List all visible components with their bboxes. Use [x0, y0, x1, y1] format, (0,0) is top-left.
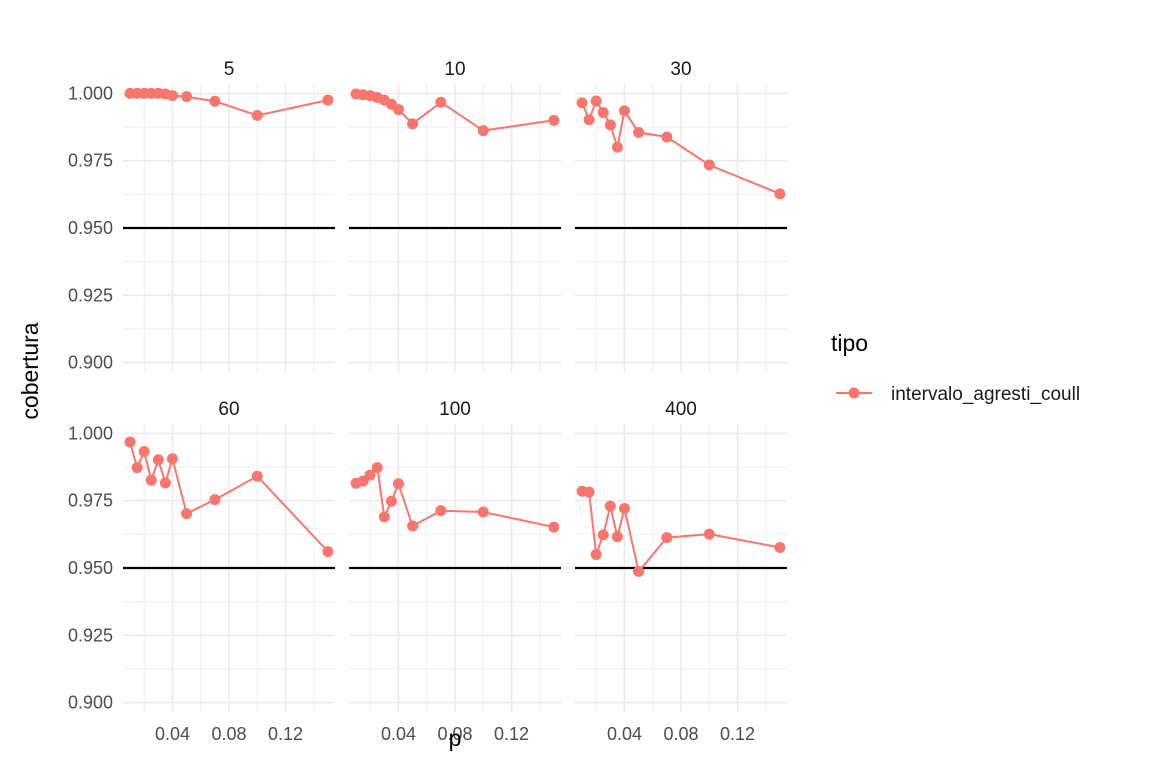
data-point: [166, 90, 178, 102]
panel-10: 10: [349, 59, 561, 372]
data-point: [590, 549, 602, 561]
y-tick-label: 0.925: [68, 285, 113, 305]
data-point: [181, 508, 193, 520]
data-point: [371, 462, 383, 474]
data-point: [181, 91, 193, 103]
x-tick-label: 0.12: [268, 724, 303, 744]
legend-label: intervalo_agresti_coull: [891, 384, 1080, 405]
data-point: [576, 97, 588, 109]
panel-strip-label: 100: [439, 399, 471, 420]
data-point: [548, 521, 560, 533]
data-point: [378, 511, 390, 523]
y-axis-title: cobertura: [17, 322, 43, 419]
data-point: [604, 119, 616, 131]
data-point: [251, 109, 263, 121]
data-point: [152, 454, 164, 466]
data-point: [385, 495, 397, 507]
panel-30: 30: [575, 59, 787, 372]
panel-5: 5: [123, 59, 335, 372]
x-tick-label: 0.04: [155, 724, 190, 744]
axes-layer: 0.900 0.925 0.950 0.975 1.000 0.900 0.925 0.950…: [68, 83, 755, 744]
data-point: [583, 486, 595, 498]
data-point: [618, 105, 630, 117]
panel-strip-label: 30: [670, 59, 691, 80]
panels-layer: 5 10 30 60 100 400: [123, 59, 787, 712]
data-point: [251, 470, 263, 482]
data-point: [597, 529, 609, 541]
data-point: [124, 436, 136, 448]
y-tick-label: 1.000: [68, 423, 113, 443]
y-tick-label: 0.900: [68, 353, 113, 373]
data-point: [407, 520, 419, 532]
data-point: [661, 532, 673, 544]
x-tick-label: 0.08: [437, 724, 472, 744]
data-point: [435, 505, 447, 517]
data-point: [322, 546, 334, 558]
x-tick-label: 0.04: [607, 724, 642, 744]
y-tick-label: 1.000: [68, 83, 113, 103]
data-point: [583, 114, 595, 126]
data-point: [209, 494, 221, 506]
y-tick-label: 0.975: [68, 491, 113, 511]
data-point: [209, 95, 221, 107]
data-point: [435, 96, 447, 108]
data-point: [364, 469, 376, 481]
data-point: [131, 462, 143, 474]
data-point: [611, 141, 623, 153]
x-tick-label: 0.08: [211, 724, 246, 744]
legend: tipo intervalo_agresti_coull: [831, 330, 1080, 405]
data-point: [548, 114, 560, 126]
data-point: [138, 445, 150, 457]
data-point: [597, 107, 609, 119]
panel-400: 400: [575, 399, 787, 712]
legend-title: tipo: [831, 330, 868, 356]
data-point: [590, 95, 602, 107]
x-tick-label: 0.12: [720, 724, 755, 744]
data-point: [618, 503, 630, 515]
y-tick-label: 0.900: [68, 693, 113, 713]
x-tick-label: 0.08: [663, 724, 698, 744]
y-tick-label: 0.950: [68, 218, 113, 238]
data-point: [166, 453, 178, 465]
y-tick-label: 0.925: [68, 625, 113, 645]
legend-key-point: [848, 387, 860, 399]
panel-strip-label: 60: [218, 399, 239, 420]
y-tick-label: 0.950: [68, 558, 113, 578]
data-point: [407, 118, 419, 130]
x-tick-label: 0.04: [381, 724, 416, 744]
data-point: [633, 565, 645, 577]
data-point: [159, 477, 171, 489]
data-point: [661, 131, 673, 143]
x-axis-title: p: [449, 725, 462, 751]
data-point: [477, 506, 489, 518]
panel-100: 100: [349, 399, 561, 712]
panel-strip-label: 10: [444, 59, 465, 80]
panel-60: 60: [123, 399, 335, 712]
data-point: [477, 125, 489, 137]
data-point: [774, 542, 786, 554]
data-point: [322, 94, 334, 106]
data-point: [703, 159, 715, 171]
data-point: [633, 126, 645, 138]
data-point: [611, 531, 623, 543]
data-point: [703, 528, 715, 540]
y-tick-label: 0.975: [68, 151, 113, 171]
data-point: [604, 500, 616, 512]
data-point: [145, 474, 157, 486]
x-tick-label: 0.12: [494, 724, 529, 744]
data-point: [774, 188, 786, 200]
panel-strip-label: 5: [224, 59, 235, 80]
data-point: [392, 104, 404, 116]
panel-strip-label: 400: [665, 399, 697, 420]
data-point: [392, 478, 404, 490]
